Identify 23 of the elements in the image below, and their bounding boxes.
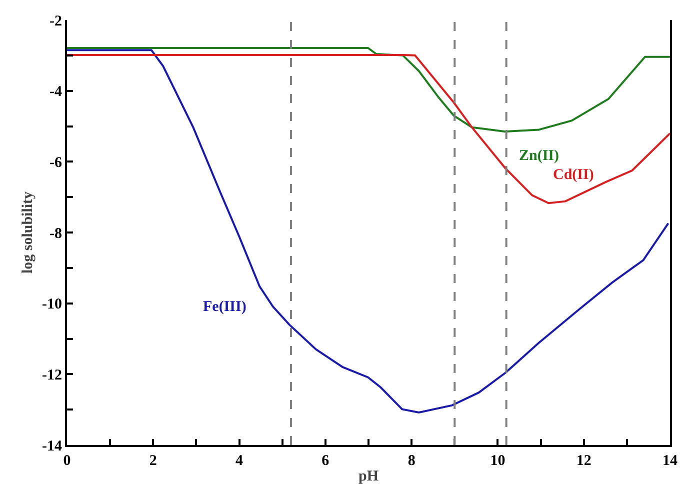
y-tick-label: -14 <box>42 438 62 454</box>
x-tick-label: 0 <box>63 453 71 469</box>
y-tick-label: -4 <box>50 84 62 100</box>
series-label: Zn(II) <box>519 148 560 164</box>
x-tick-label: 14 <box>662 453 678 469</box>
x-tick-label: 4 <box>236 453 244 469</box>
x-tick-label: 10 <box>490 453 506 469</box>
x-axis-title: pH <box>358 468 379 484</box>
y-tick-label: -2 <box>50 13 62 30</box>
y-tick-label: -12 <box>42 367 62 384</box>
line-series <box>67 49 670 414</box>
x-tick-label: 8 <box>408 453 416 469</box>
series-label: Cd(II) <box>553 167 594 183</box>
y-tick-label: -8 <box>50 226 62 242</box>
y-tick-label: -6 <box>50 154 62 171</box>
line-series <box>67 46 670 133</box>
x-tick-label: 2 <box>149 453 157 469</box>
line-series <box>67 54 670 204</box>
y-tick-label: -10 <box>42 296 62 313</box>
series-label: Fe(III) <box>203 299 246 315</box>
x-tick-label: 6 <box>322 453 330 469</box>
y-axis-title: log solubility <box>20 190 36 274</box>
x-tick-label: 12 <box>576 453 592 469</box>
